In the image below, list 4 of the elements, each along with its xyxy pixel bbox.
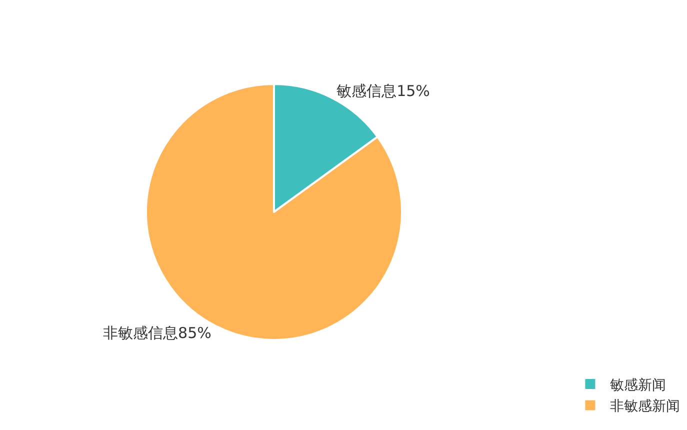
data-label: 敏感信息15% (336, 82, 430, 100)
legend-label: 非敏感新闻 (610, 398, 680, 415)
legend-label: 敏感新闻 (610, 377, 666, 394)
data-label: 非敏感信息85% (103, 324, 212, 342)
